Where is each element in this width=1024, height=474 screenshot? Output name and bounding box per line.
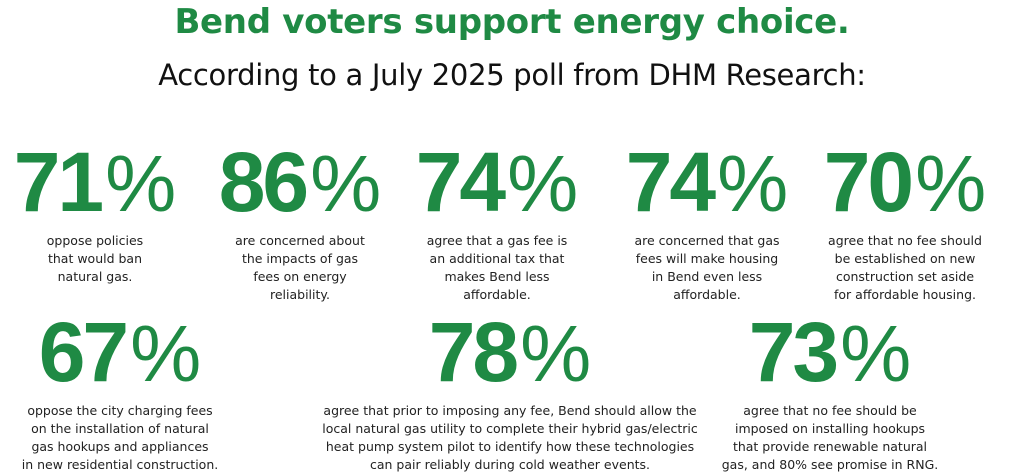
stat-description: agree that a gas fee is an additional ta… xyxy=(426,233,568,302)
stat-value: 74 xyxy=(625,135,716,229)
stat-value: 71 xyxy=(13,135,104,229)
stat-card: 73% agree that no fee should be imposed … xyxy=(690,310,970,474)
percent-sign: % xyxy=(130,309,202,398)
subheadline: According to a July 2025 poll from DHM R… xyxy=(158,58,866,92)
stat-value: 67 xyxy=(38,305,129,399)
stat-card: 86% are concerned about the impacts of g… xyxy=(160,140,440,304)
percent-sign: % xyxy=(507,139,579,228)
percent-sign: % xyxy=(520,309,592,398)
stat-description: are concerned that gas fees will make ho… xyxy=(634,233,780,302)
stat-card: 67% oppose the city charging fees on the… xyxy=(0,310,260,474)
stat-card: 71% oppose policies that would ban natur… xyxy=(0,140,235,286)
stat-description: agree that prior to imposing any fee, Be… xyxy=(322,403,698,472)
stat-card: 70% agree that no fee should be establis… xyxy=(765,140,1024,304)
stat-value: 70 xyxy=(823,135,914,229)
headline: Bend voters support energy choice. xyxy=(174,2,850,42)
percent-sign: % xyxy=(310,139,382,228)
stat-description: oppose the city charging fees on the ins… xyxy=(21,403,219,472)
percent-sign: % xyxy=(717,139,789,228)
stat-card: 78% agree that prior to imposing any fee… xyxy=(280,310,740,474)
stat-description: oppose policies that would ban natural g… xyxy=(46,233,144,284)
stat-card: 74% agree that a gas fee is an additiona… xyxy=(357,140,637,304)
percent-sign: % xyxy=(840,309,912,398)
stat-description: agree that no fee should be imposed on i… xyxy=(721,403,939,472)
stat-value: 86 xyxy=(218,135,309,229)
stat-value: 73 xyxy=(748,305,839,399)
percent-sign: % xyxy=(105,139,177,228)
stat-value: 78 xyxy=(428,305,519,399)
percent-sign: % xyxy=(915,139,987,228)
stat-card: 74% are concerned that gas fees will mak… xyxy=(567,140,847,304)
stat-description: agree that no fee should be established … xyxy=(828,233,982,302)
stat-description: are concerned about the impacts of gas f… xyxy=(235,233,365,302)
stat-value: 74 xyxy=(415,135,506,229)
